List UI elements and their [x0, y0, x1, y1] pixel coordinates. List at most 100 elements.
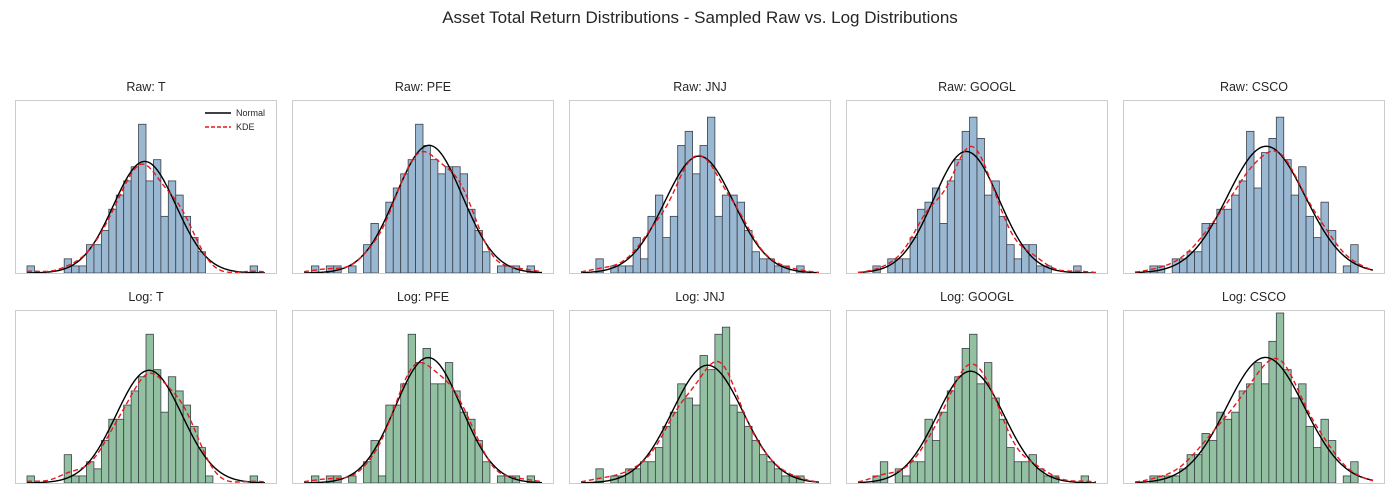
- kde-line: [580, 154, 820, 274]
- plot-frame: [846, 100, 1108, 274]
- histogram-bar: [459, 411, 469, 484]
- subplot-title: Raw: T: [126, 80, 166, 94]
- histogram-bar: [1290, 397, 1300, 484]
- histogram-bar: [145, 180, 154, 274]
- subplot-title: Raw: CSCO: [1219, 80, 1289, 94]
- histogram-bar: [759, 454, 768, 484]
- normal-fit-line: [1134, 145, 1374, 274]
- histogram-bar: [377, 475, 387, 484]
- histogram-bar: [153, 369, 162, 484]
- normal-fit-line: [1134, 356, 1374, 484]
- histogram-bar: [153, 159, 162, 274]
- histogram-plot: Normal KDE: [15, 100, 277, 274]
- subplot-title: Raw: GOOGL: [938, 80, 1016, 94]
- subplot-title: Log: GOOGL: [940, 290, 1014, 304]
- kde-line: [580, 360, 820, 483]
- histogram-bar: [640, 258, 649, 274]
- histogram-plot: [15, 310, 277, 484]
- subplot-title: Log: PFE: [396, 290, 450, 304]
- histogram-bar: [902, 475, 911, 484]
- kde-line: [26, 372, 266, 483]
- histogram-bar: [1231, 411, 1240, 484]
- histogram-bar: [496, 265, 506, 274]
- subplot-raw-0: Raw: T Normal KDE: [15, 80, 277, 274]
- histogram-bar: [984, 362, 993, 484]
- histogram-bar: [684, 130, 693, 274]
- subplot-log-1: Log: PFE: [292, 290, 554, 484]
- histogram-bar: [998, 418, 1008, 484]
- histogram-bar: [1268, 138, 1277, 274]
- histogram-bar: [1238, 180, 1247, 274]
- histogram-bar: [93, 468, 102, 484]
- kde-line: [303, 361, 543, 483]
- histogram-bar: [998, 215, 1008, 274]
- histogram-bar: [1275, 116, 1285, 274]
- histogram-bar: [699, 355, 708, 484]
- histogram-bar: [902, 258, 911, 274]
- histogram-bar: [407, 333, 416, 484]
- histogram-bar: [954, 159, 963, 274]
- histogram-bar: [759, 258, 768, 274]
- histogram-bar: [969, 116, 978, 274]
- histogram-bar: [773, 468, 783, 484]
- histogram-plot: [569, 310, 831, 484]
- histogram-bar: [692, 173, 701, 274]
- histogram-bar: [415, 362, 424, 484]
- histogram-bar: [751, 440, 760, 484]
- histogram-bar: [1298, 166, 1307, 274]
- histogram-bar: [1238, 390, 1247, 484]
- histogram-bar: [662, 425, 671, 484]
- histogram-bar: [781, 475, 790, 484]
- histogram-bar: [632, 237, 641, 274]
- histogram-bar: [392, 404, 402, 484]
- histogram-bar: [496, 475, 506, 484]
- histogram-bar: [138, 376, 147, 484]
- subplot-title: Log: JNJ: [675, 290, 725, 304]
- kde-line: [26, 163, 266, 274]
- histogram-bar: [662, 237, 671, 274]
- subplot-raw-2: Raw: JNJ: [569, 80, 831, 274]
- histogram-bar: [1186, 251, 1195, 274]
- histogram-bar: [71, 265, 80, 274]
- histogram-bar: [205, 475, 214, 484]
- histogram-bar: [640, 461, 649, 484]
- histogram-bar: [714, 333, 723, 484]
- histogram-bar: [1261, 383, 1270, 484]
- histogram-bar: [422, 348, 431, 484]
- subplot-log-4: Log: CSCO: [1123, 290, 1385, 484]
- plot-frame: [1123, 100, 1385, 274]
- histogram-bar: [946, 390, 956, 484]
- histogram-bar: [108, 208, 117, 274]
- histogram-bar: [1216, 208, 1225, 274]
- histogram-bar: [699, 145, 708, 274]
- histogram-bar: [1253, 362, 1262, 484]
- normal-fit-line: [857, 370, 1097, 484]
- histogram-bar: [437, 173, 446, 274]
- histogram-bar: [71, 475, 80, 484]
- histogram-plot: [1123, 100, 1385, 274]
- histogram-bar: [167, 180, 177, 274]
- normal-fit-line: [303, 144, 543, 274]
- histogram-bar: [444, 166, 454, 274]
- histogram-bar: [86, 461, 95, 484]
- histogram-bar: [482, 251, 491, 274]
- histogram-bar: [1231, 194, 1240, 274]
- histogram-bar: [1305, 215, 1314, 274]
- histogram-bar: [1313, 237, 1322, 274]
- histogram-bar: [123, 404, 132, 484]
- plot-frame: [15, 100, 277, 274]
- histogram-plot: [292, 100, 554, 274]
- histogram-bar: [744, 230, 753, 274]
- histogram-bar: [1036, 265, 1045, 274]
- histogram-bar: [190, 237, 199, 274]
- histogram-bar: [370, 223, 379, 274]
- legend-kde-label: KDE: [236, 122, 255, 132]
- histogram-bar: [939, 223, 948, 274]
- histogram-bar: [1013, 461, 1023, 484]
- plot-frame: [292, 310, 554, 484]
- histogram-bar: [1275, 312, 1285, 484]
- histogram-bar: [363, 244, 372, 274]
- histogram-bar: [1194, 251, 1203, 274]
- histogram-bar: [1283, 159, 1292, 274]
- histogram-bar: [130, 166, 139, 274]
